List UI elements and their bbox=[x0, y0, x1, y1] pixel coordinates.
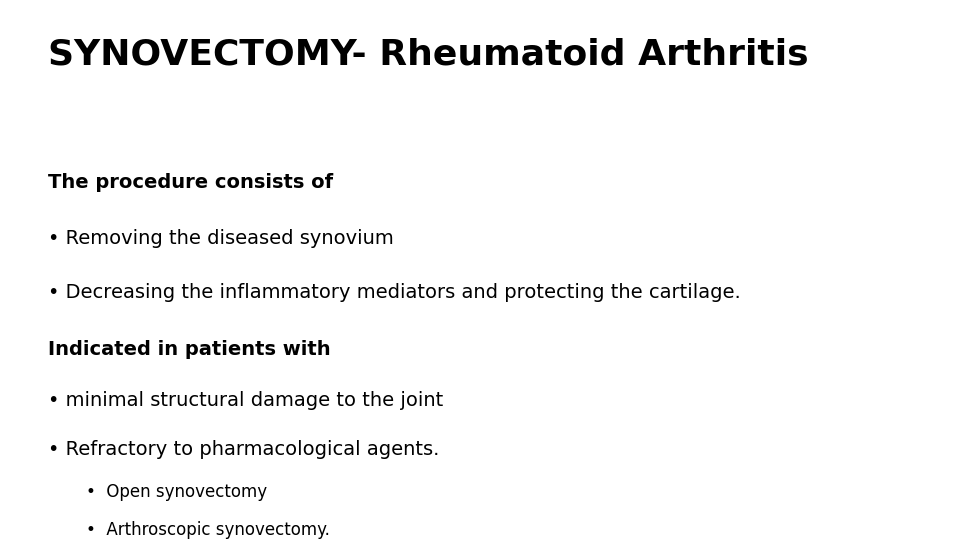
Text: • minimal structural damage to the joint: • minimal structural damage to the joint bbox=[48, 392, 444, 410]
Text: •  Arthroscopic synovectomy.: • Arthroscopic synovectomy. bbox=[86, 521, 330, 539]
Text: The procedure consists of: The procedure consists of bbox=[48, 173, 333, 192]
Text: • Refractory to pharmacological agents.: • Refractory to pharmacological agents. bbox=[48, 440, 440, 459]
Text: Indicated in patients with: Indicated in patients with bbox=[48, 340, 330, 359]
Text: •  Open synovectomy: • Open synovectomy bbox=[86, 483, 268, 501]
Text: • Removing the diseased synovium: • Removing the diseased synovium bbox=[48, 230, 394, 248]
Text: SYNOVECTOMY- Rheumatoid Arthritis: SYNOVECTOMY- Rheumatoid Arthritis bbox=[48, 38, 808, 72]
Text: • Decreasing the inflammatory mediators and protecting the cartilage.: • Decreasing the inflammatory mediators … bbox=[48, 284, 741, 302]
